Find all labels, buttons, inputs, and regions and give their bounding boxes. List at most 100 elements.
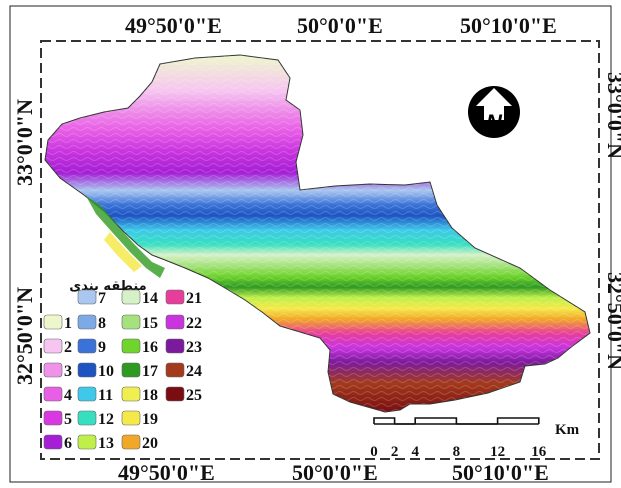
scale-tick-label: 12 [490,444,505,460]
legend-label-8: 8 [98,315,106,332]
legend-swatch-18 [121,386,141,402]
legend-item-zone-11: 11 [77,386,113,404]
legend-label-9: 9 [98,339,106,356]
legend-item-zone-13: 13 [77,434,114,452]
north-arrow-icon: N [468,86,520,138]
zone-legend: منطقه بندی 71234568910111213141516171819… [43,279,202,452]
legend-item-zone-14: 14 [121,289,158,307]
legend-item-zone-8: 8 [77,314,106,332]
scale-tick-label: 0 [370,444,378,460]
legend-item-zone-24: 24 [165,362,202,380]
legend-swatch-12 [77,410,97,426]
lat-label-right-2: 32°50'0"N [603,272,621,370]
legend-swatch-4 [43,386,63,402]
legend-item-zone-2: 2 [43,338,72,356]
scale-bar: 0 2 4 8 12 16 Km [370,417,580,460]
lon-label-top-3: 50°10'0"E [460,13,557,38]
legend-label-6: 6 [64,435,72,452]
legend-swatch-9 [77,338,97,354]
legend-item-zone-7: 7 [77,289,106,307]
legend-item-zone-3: 3 [43,362,72,380]
legend-swatch-20 [121,434,141,450]
legend-item-zone-12: 12 [77,410,114,428]
scale-tick-label: 2 [391,444,399,460]
legend-item-zone-1: 1 [43,314,72,332]
legend-swatch-25 [165,386,185,402]
legend-label-4: 4 [64,387,72,404]
legend-item-zone-18: 18 [121,386,158,404]
legend-swatch-19 [121,410,141,426]
legend-item-zone-4: 4 [43,386,72,404]
legend-swatch-22 [165,314,185,330]
legend-label-5: 5 [64,411,72,428]
legend-swatch-21 [165,289,185,305]
legend-swatch-3 [43,362,63,378]
scale-tick-label: 4 [411,444,419,460]
legend-item-zone-9: 9 [77,338,106,356]
scale-tick-label: 16 [531,444,547,460]
legend-label-10: 10 [98,363,114,380]
lon-label-bottom-3: 50°10'0"E [452,460,549,485]
legend-item-zone-20: 20 [121,434,158,452]
legend-label-24: 24 [186,363,202,380]
scale-segment [496,417,540,424]
legend-swatch-16 [121,338,141,354]
scale-tick-label: 8 [453,444,461,460]
legend-item-zone-15: 15 [121,314,158,332]
scale-segment [414,417,458,424]
legend-swatch-6 [43,434,63,450]
legend-label-1: 1 [64,315,72,332]
legend-item-zone-23: 23 [165,338,202,356]
legend-label-17: 17 [142,363,158,380]
lon-label-top-2: 50°0'0"E [297,13,383,38]
legend-label-12: 12 [98,411,114,428]
legend-swatch-2 [43,338,63,354]
legend-item-zone-5: 5 [43,410,72,428]
legend-item-zone-16: 16 [121,338,158,356]
legend-label-7: 7 [98,290,106,307]
legend-label-16: 16 [142,339,158,356]
legend-label-19: 19 [142,411,158,428]
legend-swatch-23 [165,338,185,354]
legend-item-zone-22: 22 [165,314,202,332]
legend-swatch-10 [77,362,97,378]
legend-item-zone-25: 25 [165,386,202,404]
legend-label-15: 15 [142,315,158,332]
legend-item-zone-21: 21 [165,289,202,307]
legend-swatch-24 [165,362,185,378]
lat-label-left-1: 33°0'0"N [12,99,37,186]
legend-swatch-17 [121,362,141,378]
legend-label-25: 25 [186,387,202,404]
scale-segment [373,417,396,424]
north-letter: N [486,110,503,135]
outer-frame [9,5,612,483]
legend-label-2: 2 [64,339,72,356]
scale-unit: Km [555,422,580,438]
legend-swatch-1 [43,314,63,330]
legend-swatch-8 [77,314,97,330]
legend-swatch-14 [121,289,141,305]
legend-swatch-7 [77,289,97,305]
legend-item-zone-6: 6 [43,434,72,452]
legend-label-11: 11 [98,387,113,404]
legend-label-18: 18 [142,387,158,404]
legend-label-21: 21 [186,290,202,307]
legend-item-zone-17: 17 [121,362,158,380]
lon-label-bottom-1: 49°50'0"E [118,460,215,485]
lat-label-left-2: 32°50'0"N [12,287,37,385]
legend-swatch-13 [77,434,97,450]
lon-label-bottom-2: 50°0'0"E [292,460,378,485]
legend-item-zone-10: 10 [77,362,114,380]
lon-label-top-1: 49°50'0"E [125,13,222,38]
legend-swatch-5 [43,410,63,426]
legend-label-20: 20 [142,435,158,452]
legend-label-14: 14 [142,290,158,307]
legend-item-zone-19: 19 [121,410,158,428]
legend-label-22: 22 [186,315,202,332]
legend-swatch-11 [77,386,97,402]
legend-label-13: 13 [98,435,114,452]
study-area [44,54,591,413]
legend-label-23: 23 [186,339,202,356]
legend-swatch-15 [121,314,141,330]
